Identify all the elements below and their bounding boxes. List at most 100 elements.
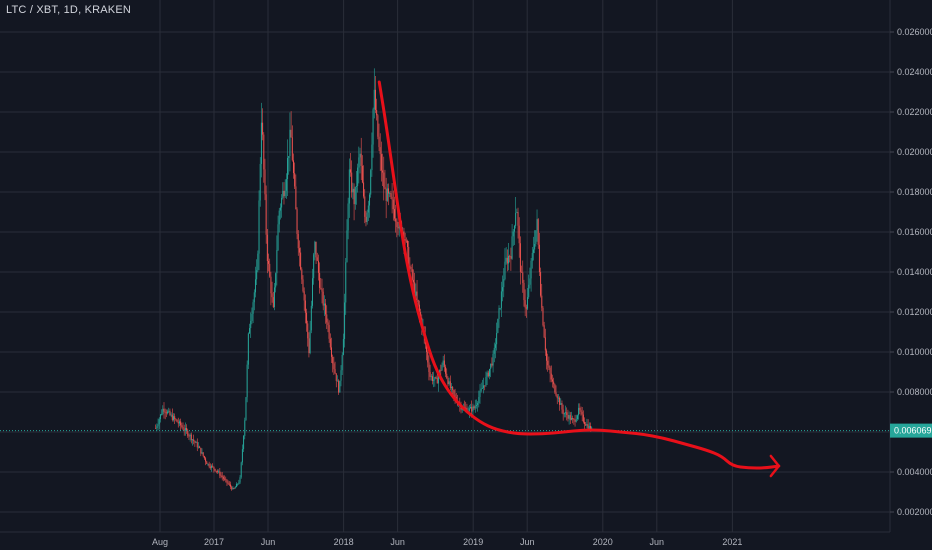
y-axis[interactable]: 0.0020000.0040000.0060000.0080000.010000… <box>889 0 932 550</box>
y-tick-label: 0.002000 <box>897 507 932 517</box>
candle-body <box>209 466 211 468</box>
candle-body <box>365 216 367 223</box>
y-tick-label: 0.010000 <box>897 347 932 357</box>
candle-body <box>561 403 563 410</box>
candle-body <box>159 414 161 420</box>
candle-body <box>221 475 223 478</box>
candle-body <box>477 403 479 406</box>
candle-body <box>155 428 157 429</box>
candle-body <box>396 221 398 228</box>
candle-body <box>339 380 341 393</box>
candle-body <box>211 465 213 468</box>
candle-body <box>233 487 235 489</box>
candle-body <box>395 218 397 222</box>
candle-body <box>158 419 160 425</box>
candle-body <box>216 470 218 472</box>
candle-body <box>304 300 306 313</box>
candle-body <box>575 419 577 422</box>
candle-body <box>472 406 474 412</box>
candle-body <box>279 207 281 211</box>
candle-body <box>474 406 476 409</box>
candle-body <box>306 312 308 324</box>
candle-body <box>416 291 418 301</box>
candle-body <box>325 303 327 315</box>
candle-body <box>315 241 317 258</box>
candle-body <box>508 255 510 264</box>
candle-body <box>544 337 546 351</box>
candle-body <box>249 328 251 334</box>
candle-body <box>186 428 188 431</box>
candle-body <box>369 194 371 206</box>
candle-body <box>169 410 171 415</box>
candle-body <box>405 240 407 242</box>
candle-body <box>494 344 496 348</box>
candle-body <box>309 330 311 354</box>
candle-body <box>361 165 363 183</box>
y-tick-label: 0.016000 <box>897 227 932 237</box>
candle-body <box>380 154 382 171</box>
candle-body <box>378 136 380 148</box>
candle-body <box>499 308 501 309</box>
candle-body <box>379 147 381 155</box>
candle-body <box>336 380 338 382</box>
candle-body <box>563 413 565 415</box>
candle-body <box>177 422 179 424</box>
candle-body <box>397 227 399 229</box>
candle-body <box>382 170 384 173</box>
candle-body <box>308 338 310 354</box>
candle-body <box>417 300 419 305</box>
y-tick-label: 0.008000 <box>897 387 932 397</box>
candle-body <box>175 418 177 420</box>
candle-body <box>352 188 354 193</box>
candle-body <box>576 415 578 420</box>
candle-body <box>208 463 210 467</box>
candle-body <box>536 219 538 231</box>
candle-body <box>519 243 521 272</box>
candle-body <box>441 365 443 371</box>
x-tick-label: 2017 <box>204 537 224 547</box>
candle-body <box>245 397 247 421</box>
candle-body <box>215 470 217 472</box>
candle-body <box>480 388 482 391</box>
candle-body <box>415 291 417 296</box>
candle-body <box>256 270 258 280</box>
candle-body <box>303 291 305 301</box>
candle-body <box>300 252 302 270</box>
candle-body <box>328 325 330 339</box>
candle-body <box>551 379 553 382</box>
x-axis[interactable]: Aug 2017 Jun 2018 Jun 2019 Jun 2020 Jun 2021 <box>0 531 890 547</box>
candle-body <box>389 193 391 194</box>
candle-body <box>527 297 529 309</box>
candle-body <box>502 287 504 292</box>
candle-body <box>182 426 184 430</box>
candle-body <box>287 157 289 180</box>
candle-body <box>530 260 532 279</box>
candle-body <box>180 421 182 426</box>
candle-body <box>410 266 412 270</box>
candle-body <box>516 212 518 213</box>
candle-body <box>553 381 555 385</box>
candle-body <box>252 302 254 314</box>
x-tick-label: 2018 <box>334 537 354 547</box>
candle-body <box>586 424 588 426</box>
candle-body <box>316 257 318 261</box>
candle-body <box>355 186 357 187</box>
candle-body <box>317 260 319 273</box>
candle-body <box>332 356 334 364</box>
candle-body <box>327 322 329 326</box>
candle-body <box>549 367 551 374</box>
candle-body <box>157 424 159 427</box>
candle-body <box>277 224 279 251</box>
candle-body <box>196 442 198 448</box>
candle-body <box>585 423 587 426</box>
candle-body <box>569 415 571 420</box>
candle-body <box>228 483 230 485</box>
y-tick-label: 0.004000 <box>897 467 932 477</box>
candle-body <box>550 373 552 380</box>
candle-body <box>190 434 192 441</box>
x-tick-label: 2021 <box>722 537 742 547</box>
candle-body <box>269 263 271 277</box>
candle-body <box>504 261 506 280</box>
